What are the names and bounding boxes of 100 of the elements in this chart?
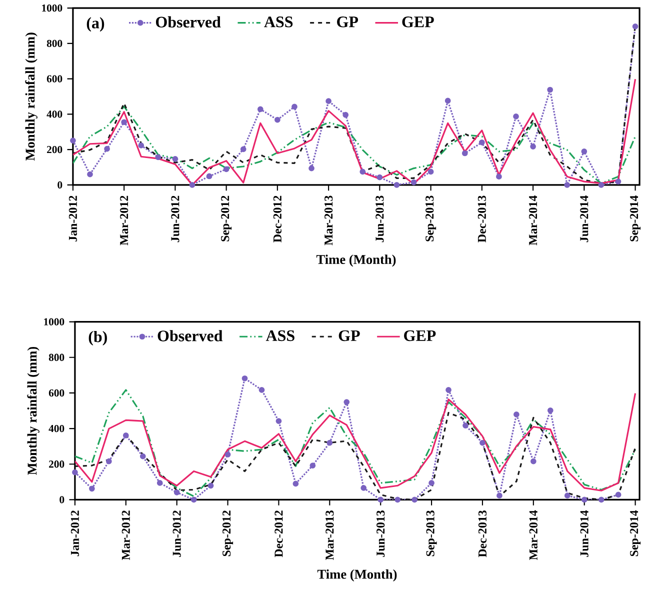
- y-tick-label: 1000: [44, 318, 64, 326]
- point: [444, 98, 451, 104]
- y-tick-label: 400: [46, 110, 62, 118]
- y-axis-title: Monthly rainfall (mm): [27, 347, 40, 476]
- point: [70, 138, 76, 144]
- point: [547, 87, 554, 93]
- x-tick-label: Dec-2013: [478, 196, 486, 243]
- legend-label: Observed: [158, 330, 223, 342]
- point: [88, 486, 95, 492]
- point: [462, 422, 468, 429]
- point: [410, 180, 417, 186]
- x-tick-label: Mar-2014: [528, 196, 538, 246]
- x-tick-label: Jun-2012: [172, 510, 181, 558]
- point: [326, 440, 333, 446]
- point: [206, 173, 212, 180]
- point: [360, 485, 367, 492]
- x-tick-label: Mar-2014: [529, 510, 538, 560]
- x-tick-label: Mar-2012: [122, 510, 130, 560]
- x-tick-label: Jun-2012: [171, 196, 180, 242]
- point: [72, 470, 78, 476]
- point: [224, 452, 231, 458]
- y-tick-label: 600: [46, 75, 62, 83]
- point: [310, 462, 316, 469]
- legend-label: GEP: [402, 16, 434, 28]
- point: [240, 146, 246, 152]
- point: [513, 114, 519, 120]
- y-tick-label: 400: [48, 425, 64, 432]
- point: [446, 387, 452, 394]
- point: [564, 182, 570, 188]
- point: [530, 144, 536, 150]
- point: [462, 150, 468, 156]
- y-tick-label: 200: [49, 460, 64, 468]
- point: [394, 496, 401, 503]
- y-tick-label: 200: [47, 146, 62, 154]
- point: [581, 496, 588, 503]
- point: [138, 142, 144, 149]
- y-tick-label: 800: [48, 354, 64, 362]
- point: [394, 182, 400, 188]
- x-tick-label: Jun-2013: [376, 196, 384, 242]
- point: [564, 492, 570, 499]
- point: [140, 454, 146, 460]
- point: [496, 492, 502, 499]
- point: [478, 140, 485, 146]
- point: [326, 98, 332, 104]
- point: [308, 166, 314, 172]
- point: [376, 174, 383, 180]
- legend-label: GEP: [404, 330, 436, 342]
- x-tick-label: Jun-2013: [376, 510, 385, 558]
- x-tick-label: Mar-2012: [120, 196, 128, 246]
- point: [292, 480, 299, 487]
- point: [378, 496, 384, 503]
- point: [104, 146, 110, 152]
- point: [632, 24, 638, 30]
- x-tick-label: Jun-2014: [580, 196, 588, 242]
- point: [121, 119, 127, 126]
- x-axis-title: Time (Month): [316, 254, 396, 267]
- point: [360, 168, 366, 175]
- point: [106, 458, 112, 464]
- x-tick-label: Dec-2013: [478, 510, 487, 558]
- legend-label: GP: [338, 330, 360, 342]
- x-tick-label: Sep-2013: [426, 510, 437, 556]
- point: [496, 174, 502, 180]
- x-tick-label: Dec-2012: [274, 510, 283, 558]
- point: [258, 387, 265, 394]
- y-tick-label: 0: [60, 496, 64, 504]
- point: [615, 492, 622, 498]
- point: [257, 106, 264, 112]
- point: [428, 480, 434, 486]
- point: [242, 376, 248, 382]
- point: [615, 178, 622, 185]
- x-tick-label: Jan-2012: [68, 196, 77, 242]
- x-tick-label: Sep-2012: [221, 196, 232, 242]
- y-tick-label: 0: [58, 182, 62, 189]
- legend-label: GP: [337, 16, 358, 28]
- point: [276, 418, 282, 424]
- point: [514, 412, 520, 418]
- point: [530, 458, 536, 464]
- point: [342, 112, 349, 118]
- x-axis-title: Time (Month): [317, 570, 397, 582]
- point: [156, 480, 163, 486]
- annotation: (a): [86, 17, 104, 32]
- x-tick-label: Jun-2014: [580, 510, 588, 558]
- x-tick-label: Dec-2012: [273, 196, 282, 243]
- y-tick-label: 800: [46, 40, 62, 48]
- point: [581, 148, 588, 155]
- x-tick-label: Mar-2013: [326, 510, 334, 560]
- legend-label: ASS: [266, 330, 294, 342]
- x-tick-label: Mar-2013: [324, 196, 333, 246]
- x-tick-label: Sep-2012: [222, 510, 234, 556]
- y-tick-label: 600: [48, 390, 64, 397]
- point: [208, 482, 214, 489]
- x-tick-label: Sep-2014: [630, 510, 641, 556]
- point: [189, 182, 196, 188]
- x-tick-label: Sep-2013: [426, 196, 436, 242]
- point: [155, 154, 162, 160]
- x-tick-label: Jan-2012: [70, 510, 79, 556]
- legend-label: ASS: [264, 16, 293, 28]
- point: [598, 496, 604, 503]
- point: [428, 168, 434, 175]
- point: [344, 399, 350, 406]
